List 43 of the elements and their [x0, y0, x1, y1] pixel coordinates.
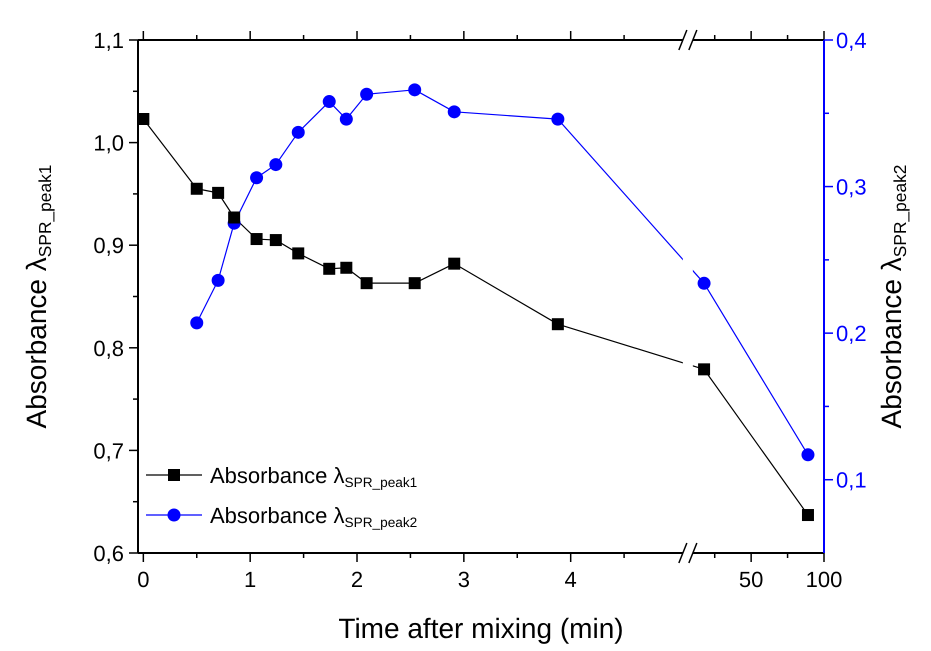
- point: [448, 258, 460, 270]
- x-tick-label: 0: [137, 567, 150, 592]
- x-axis-title: Time after mixing (min): [338, 613, 624, 644]
- point: [448, 105, 461, 118]
- point: [360, 88, 374, 101]
- x-tick-label: 3: [458, 567, 470, 592]
- x-tick-label: 2: [350, 567, 364, 592]
- point: [250, 171, 264, 184]
- point: [212, 274, 225, 287]
- point: [269, 158, 282, 172]
- y2-tick-label: 0,2: [836, 321, 867, 346]
- x-tick-label: 1: [244, 567, 256, 592]
- point: [228, 212, 240, 224]
- point: [212, 186, 224, 199]
- x-tick-label: 4: [564, 567, 577, 592]
- point: [292, 247, 304, 260]
- point: [323, 262, 336, 275]
- point: [270, 234, 282, 246]
- point: [340, 262, 352, 274]
- y2-tick-label: 0,4: [836, 28, 867, 53]
- point: [190, 182, 203, 195]
- y2-tick-label: 0,1: [836, 468, 867, 493]
- point: [360, 277, 373, 290]
- x-tick-label: 50: [738, 567, 764, 592]
- legend-label: Absorbance λ$_{SPR_peak2}$: [210, 503, 418, 530]
- point: [408, 83, 422, 96]
- y-tick-label: 0,9: [93, 233, 124, 258]
- y-tick-label: 1,1: [93, 28, 124, 53]
- y2-tick-label: 0,3: [836, 174, 867, 200]
- point: [292, 126, 305, 139]
- y-tick-label: 1,0: [93, 130, 124, 156]
- point: [250, 233, 263, 246]
- y-tick-label: 0,8: [93, 336, 124, 361]
- point: [552, 318, 564, 330]
- x-tick-label: 100: [806, 567, 842, 592]
- legend-label: Absorbance λ$_{SPR_peak1}$: [210, 463, 418, 490]
- point: [408, 277, 421, 290]
- y-tick-label: 0,7: [93, 438, 124, 464]
- point: [340, 112, 353, 126]
- point: [190, 316, 204, 330]
- point: [322, 95, 336, 108]
- y-tick-label: 0,6: [93, 541, 124, 566]
- point: [551, 112, 564, 126]
